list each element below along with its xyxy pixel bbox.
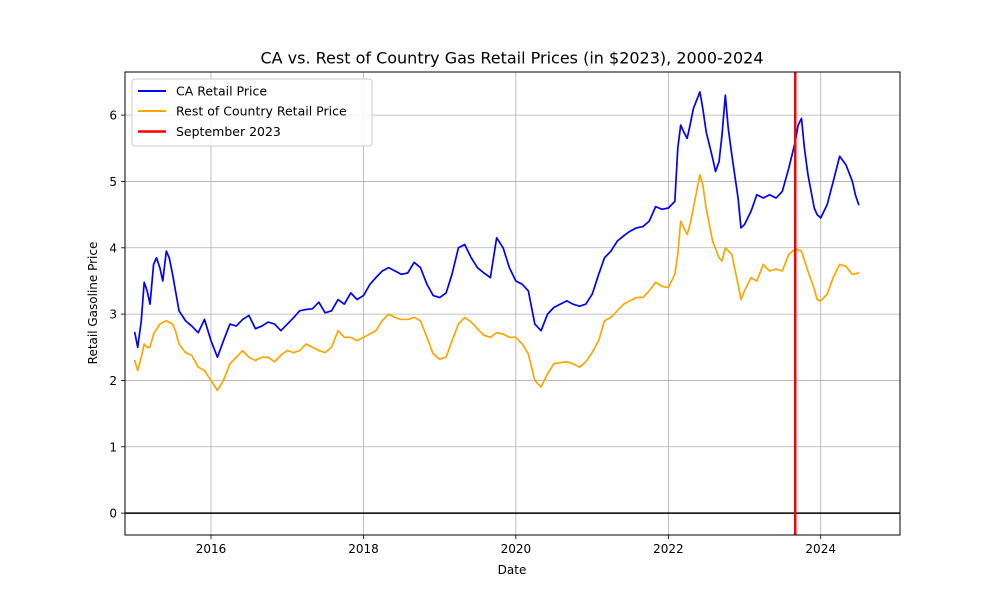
legend-box bbox=[131, 78, 373, 147]
grid-lines bbox=[125, 72, 900, 535]
x-tick-label: 2024 bbox=[805, 542, 836, 556]
legend-label-rest: Rest of Country Retail Price bbox=[176, 104, 347, 119]
y-tick-label: 6 bbox=[109, 109, 117, 123]
legend-label-vline: September 2023 bbox=[176, 124, 281, 139]
legend-label-ca: CA Retail Price bbox=[176, 84, 267, 99]
x-tick-label: 2018 bbox=[348, 542, 379, 556]
x-tick-label: 2022 bbox=[653, 542, 684, 556]
y-tick-label: 5 bbox=[109, 175, 117, 189]
x-tick-label: 2016 bbox=[196, 542, 227, 556]
series-line-rest bbox=[133, 173, 860, 392]
y-tick-label: 2 bbox=[109, 374, 117, 388]
series-layer bbox=[133, 91, 860, 392]
chart-title: CA vs. Rest of Country Gas Retail Prices… bbox=[260, 49, 763, 68]
series-line-ca bbox=[133, 91, 860, 359]
x-tick-label: 2020 bbox=[501, 542, 532, 556]
y-tick-label: 3 bbox=[109, 308, 117, 322]
x-axis-ticks: 2016 2018 2020 2022 2024 bbox=[196, 535, 836, 556]
y-axis-ticks: 0 1 2 3 4 5 6 bbox=[109, 109, 125, 521]
y-tick-label: 4 bbox=[109, 241, 117, 255]
y-tick-label: 0 bbox=[109, 507, 117, 521]
x-axis-label: Date bbox=[498, 563, 527, 577]
plot-frame bbox=[124, 71, 901, 536]
y-axis-label: Retail Gasoline Price bbox=[86, 242, 100, 365]
legend: CA Retail Price Rest of Country Retail P… bbox=[131, 78, 373, 147]
y-tick-label: 1 bbox=[109, 440, 117, 454]
